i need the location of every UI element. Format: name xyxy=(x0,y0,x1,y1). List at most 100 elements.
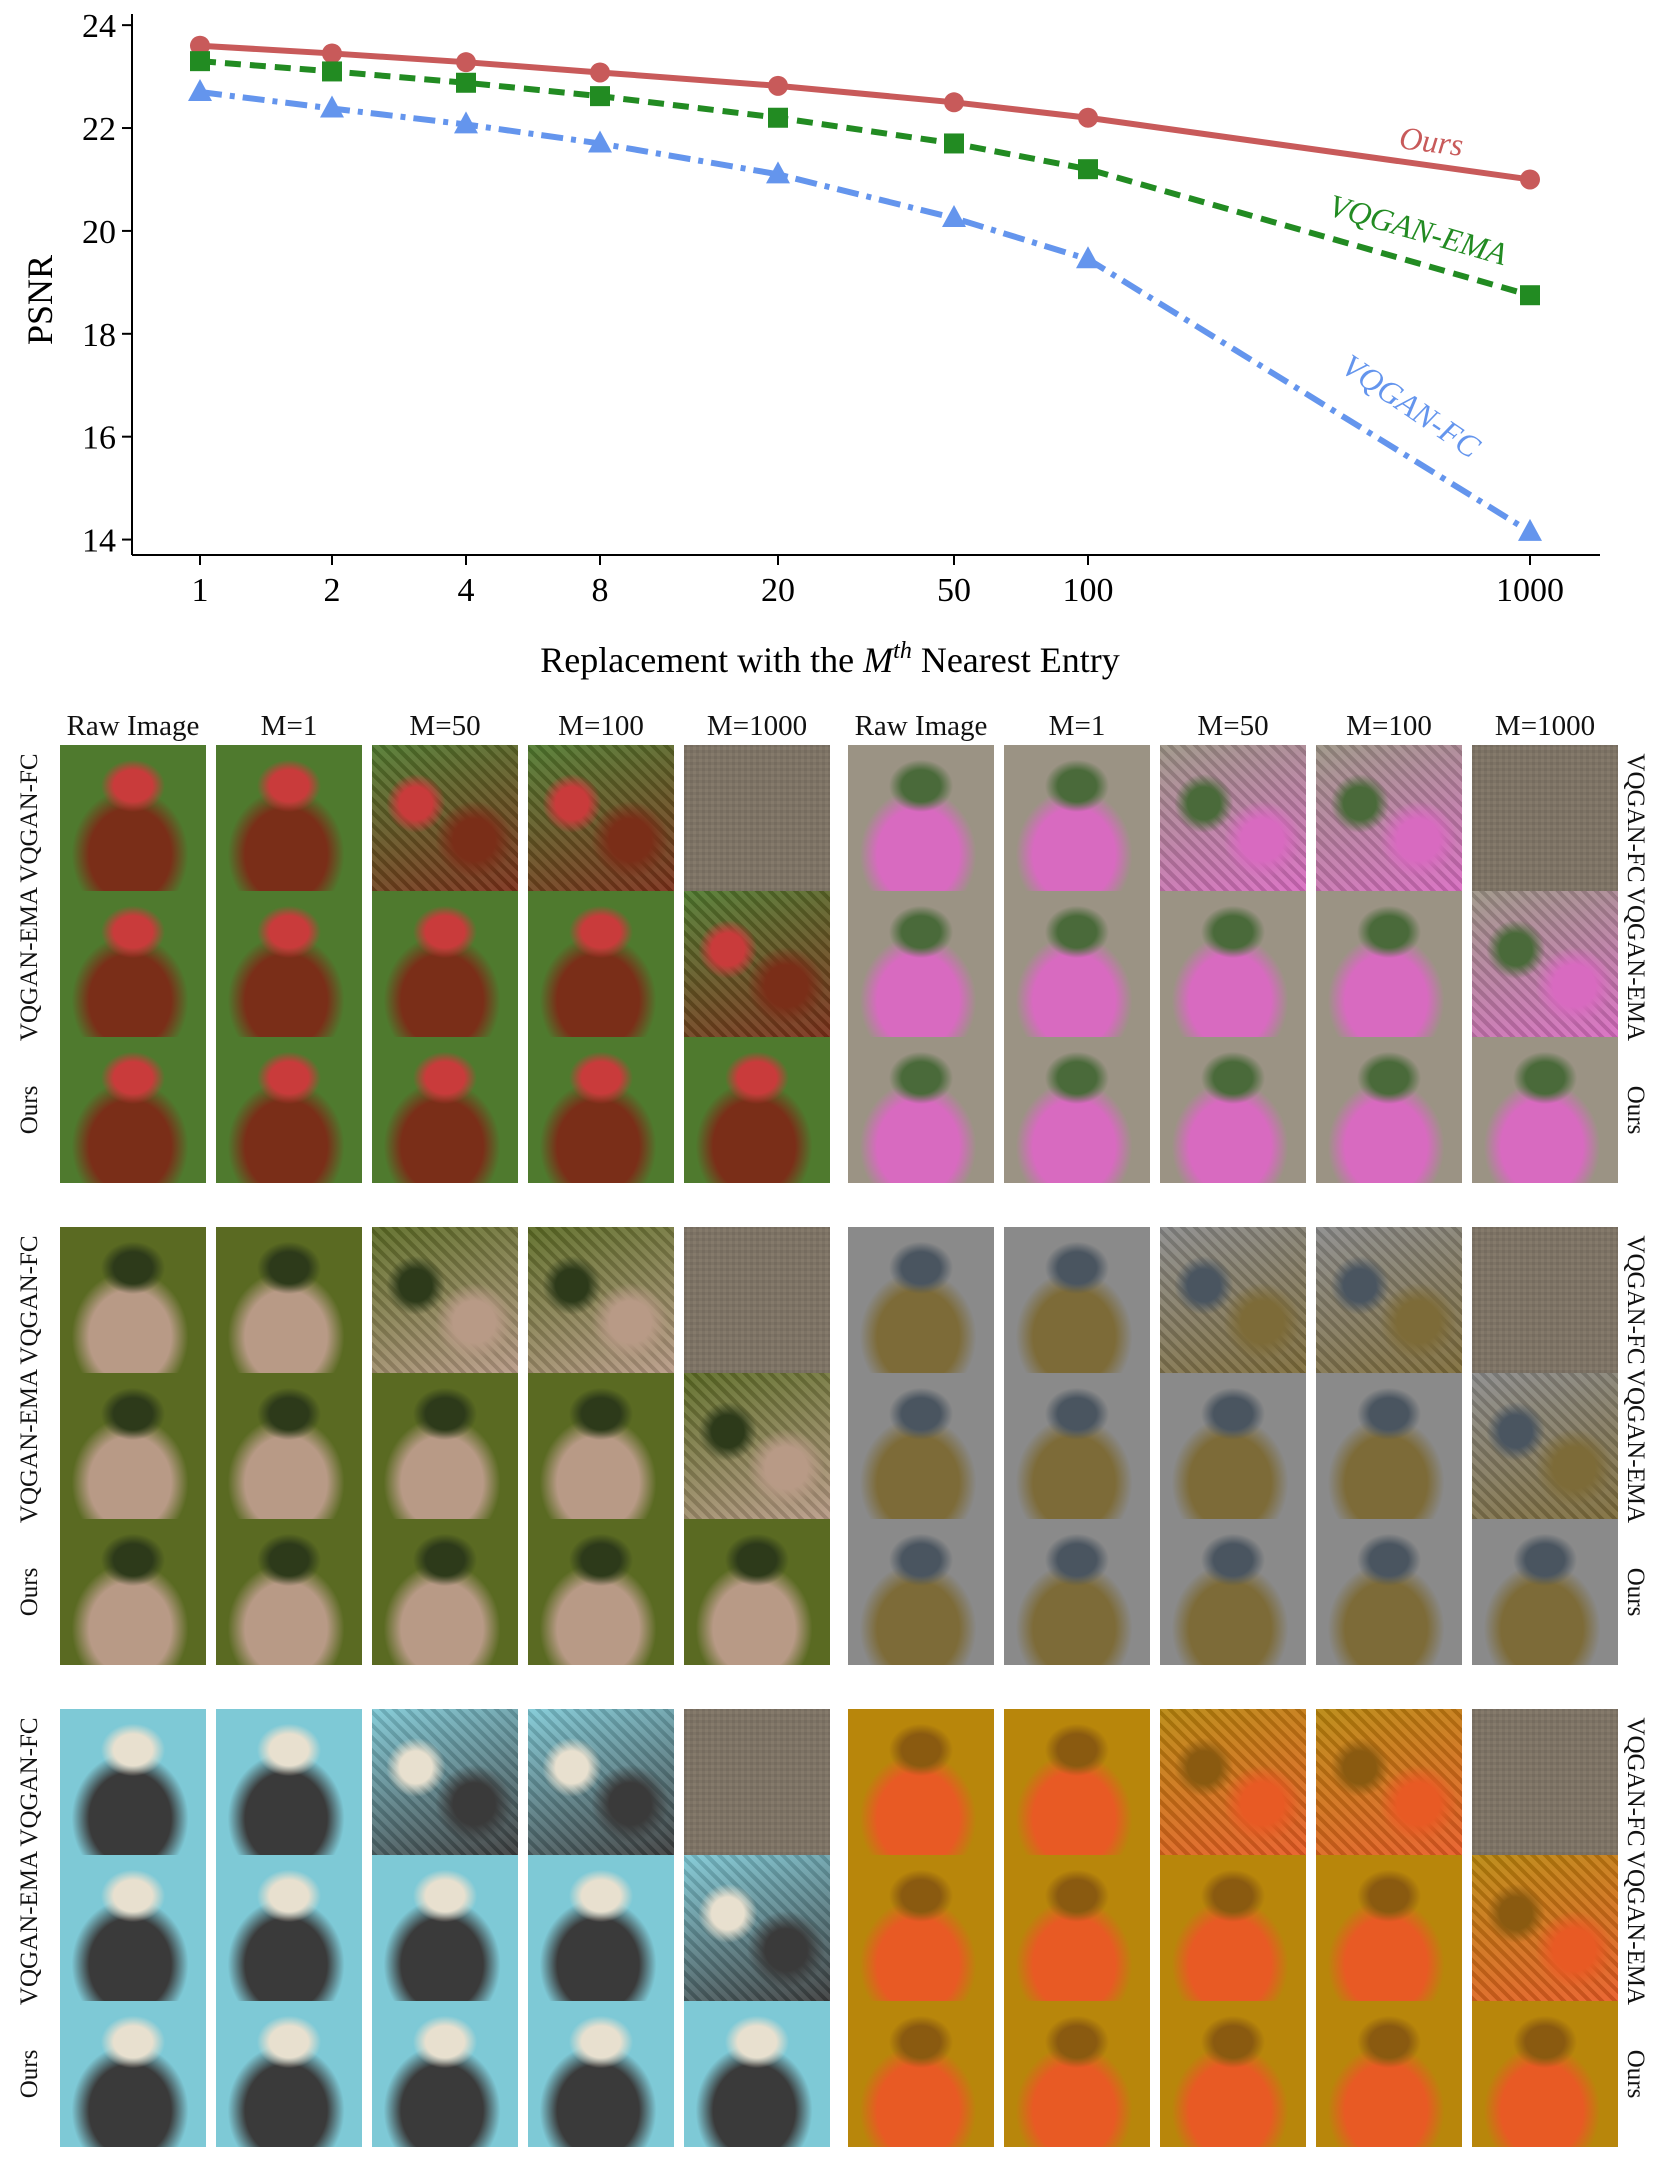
image-tile xyxy=(528,745,674,891)
image-tile xyxy=(684,745,830,891)
series-line-vqgan-ema xyxy=(199,58,1531,299)
row-label: VQGAN-FC xyxy=(1622,1235,1649,1365)
image-rooster xyxy=(60,1037,206,1183)
image-tile xyxy=(372,1227,518,1373)
image-tile xyxy=(60,1227,206,1373)
image-beach xyxy=(528,1709,674,1855)
image-fish xyxy=(1160,1519,1306,1665)
image-goldfish xyxy=(1160,2001,1306,2147)
row-label: VQGAN-EMA xyxy=(1622,1368,1649,1524)
image-child xyxy=(1160,745,1306,891)
column-header: M=1 xyxy=(1048,710,1106,742)
image-beach xyxy=(60,2001,206,2147)
image-tile xyxy=(1472,1227,1618,1373)
image-fish xyxy=(1004,1519,1150,1665)
row-label: Ours xyxy=(1622,2049,1649,2099)
image-tile xyxy=(1160,1037,1306,1183)
image-rooster xyxy=(684,891,830,1037)
x-tick-label: 20 xyxy=(761,572,795,609)
image-tile xyxy=(372,1709,518,1855)
image-tile xyxy=(684,891,830,1037)
image-beach xyxy=(684,1709,830,1855)
image-tile xyxy=(1004,891,1150,1037)
row-label: Ours xyxy=(1622,1567,1649,1617)
point-vqgan-ema xyxy=(1078,159,1098,180)
image-tile xyxy=(60,891,206,1037)
y-tick-label: 14 xyxy=(82,523,116,560)
image-tile xyxy=(372,1373,518,1519)
point-vqgan-ema xyxy=(322,61,342,82)
image-ostrich xyxy=(372,1227,518,1373)
image-tile xyxy=(372,891,518,1037)
image-tile xyxy=(684,1037,830,1183)
image-child xyxy=(848,891,994,1037)
image-beach xyxy=(60,1709,206,1855)
series-markers xyxy=(188,35,1542,541)
image-fish xyxy=(1160,1227,1306,1373)
image-tile xyxy=(1472,1037,1618,1183)
image-goldfish xyxy=(1316,1709,1462,1855)
row-label: Ours xyxy=(16,1085,43,1135)
image-tile xyxy=(60,1709,206,1855)
image-tile xyxy=(528,1037,674,1183)
image-tile xyxy=(1472,1519,1618,1665)
image-tile xyxy=(1004,1855,1150,2001)
image-tile xyxy=(216,745,362,891)
image-tile xyxy=(372,1855,518,2001)
image-beach xyxy=(528,1855,674,2001)
image-tile xyxy=(216,1709,362,1855)
image-tile xyxy=(1004,2001,1150,2147)
column-header: M=1000 xyxy=(706,710,808,742)
image-tile xyxy=(1160,891,1306,1037)
point-ours xyxy=(1520,169,1540,190)
image-fish xyxy=(1316,1373,1462,1519)
image-tile xyxy=(372,2001,518,2147)
image-ostrich xyxy=(216,1519,362,1665)
image-tile xyxy=(528,2001,674,2147)
image-tile xyxy=(528,1373,674,1519)
row-label: VQGAN-EMA xyxy=(16,1368,43,1524)
point-vqgan-fc xyxy=(1518,518,1542,541)
image-ostrich xyxy=(528,1519,674,1665)
image-child xyxy=(848,745,994,891)
image-ostrich xyxy=(684,1227,830,1373)
row-label: VQGAN-FC xyxy=(16,1717,43,1847)
image-beach xyxy=(216,1855,362,2001)
image-tile xyxy=(372,1519,518,1665)
image-ostrich xyxy=(216,1227,362,1373)
x-tick-label: 2 xyxy=(324,572,341,609)
row-label: VQGAN-FC xyxy=(16,1235,43,1365)
image-tile xyxy=(684,1709,830,1855)
row-label: Ours xyxy=(16,1567,43,1617)
image-tile xyxy=(1004,1519,1150,1665)
image-rooster xyxy=(372,745,518,891)
image-tile xyxy=(528,1855,674,2001)
image-tile xyxy=(216,1227,362,1373)
image-tile xyxy=(1004,745,1150,891)
image-tile xyxy=(848,1227,994,1373)
point-ours xyxy=(768,75,788,96)
point-vqgan-ema xyxy=(590,86,610,107)
image-tile xyxy=(848,2001,994,2147)
image-rooster xyxy=(216,1037,362,1183)
image-child xyxy=(1472,891,1618,1037)
image-fish xyxy=(1004,1227,1150,1373)
image-rooster xyxy=(216,745,362,891)
image-ostrich xyxy=(216,1373,362,1519)
image-child xyxy=(1472,745,1618,891)
image-beach xyxy=(684,1855,830,2001)
image-ostrich xyxy=(528,1227,674,1373)
image-goldfish xyxy=(1160,1709,1306,1855)
image-tile xyxy=(848,1037,994,1183)
image-tile xyxy=(528,1709,674,1855)
image-tile xyxy=(1316,1227,1462,1373)
point-vqgan-fc xyxy=(766,161,790,184)
image-rooster xyxy=(372,1037,518,1183)
image-goldfish xyxy=(848,1855,994,2001)
image-ostrich xyxy=(372,1519,518,1665)
image-tile xyxy=(1160,1709,1306,1855)
point-vqgan-fc xyxy=(942,205,966,228)
image-tile xyxy=(216,891,362,1037)
x-tick-label: 1 xyxy=(192,572,209,609)
image-beach xyxy=(372,1709,518,1855)
